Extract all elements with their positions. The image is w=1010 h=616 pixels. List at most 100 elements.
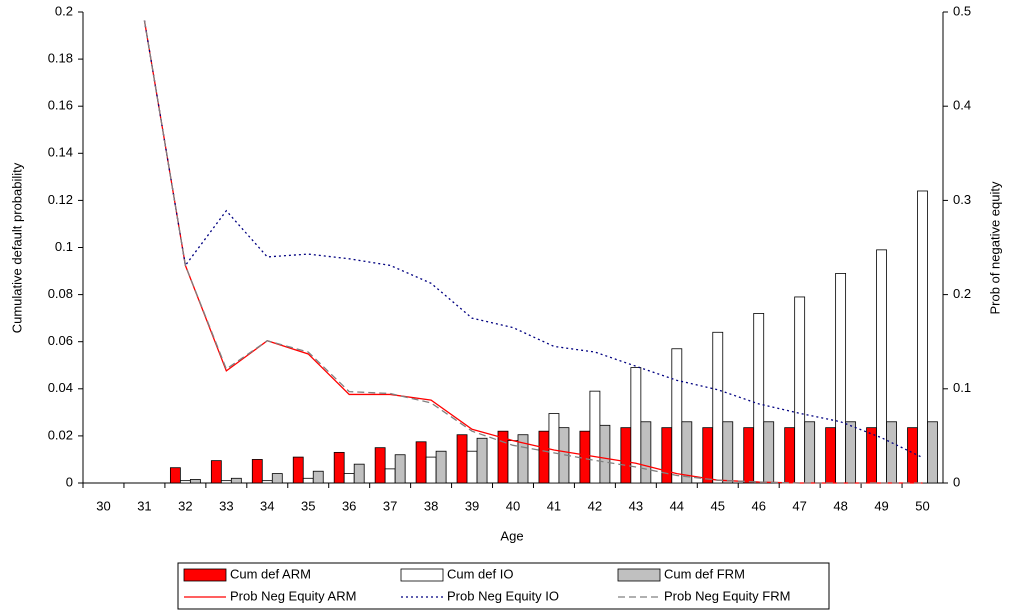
x-tick-label: 35 (301, 498, 315, 513)
bar (702, 427, 714, 484)
x-tick-label: 37 (383, 498, 397, 513)
bar (456, 434, 468, 484)
bar (435, 450, 447, 484)
bar (302, 477, 314, 484)
y-tick-label: 0.02 (48, 427, 73, 442)
x-tick-label: 49 (874, 498, 888, 513)
bar (425, 456, 437, 484)
bar (517, 434, 529, 484)
bar (548, 413, 560, 484)
bar (179, 480, 191, 484)
bar (825, 427, 837, 484)
y-tick-label: 0.16 (48, 98, 73, 113)
bar (466, 450, 478, 484)
bar (630, 367, 642, 484)
y-tick-label: 0.12 (48, 192, 73, 207)
x-tick-label: 30 (96, 498, 110, 513)
y2-tick-label: 0.1 (953, 380, 971, 395)
bar (599, 424, 611, 484)
x-tick-label: 36 (342, 498, 356, 513)
bar (210, 460, 222, 484)
bar (763, 421, 775, 484)
legend-swatch (183, 568, 227, 582)
bar (671, 348, 683, 484)
bar (886, 421, 897, 484)
bar (292, 456, 304, 484)
y2-tick-label: 0.2 (953, 286, 971, 301)
bar (784, 427, 796, 484)
bar (927, 421, 938, 484)
y-tick-label: 0.2 (55, 3, 73, 18)
bar (661, 427, 673, 484)
y-tick-label: 0.08 (48, 286, 73, 301)
bar (261, 480, 273, 484)
bar (538, 430, 550, 484)
x-tick-label: 46 (751, 498, 765, 513)
bar (620, 427, 632, 484)
bar (230, 477, 242, 484)
legend-swatch (617, 568, 661, 582)
bar (712, 331, 724, 484)
x-axis-title: Age (500, 528, 523, 543)
y2-tick-label: 0.5 (953, 3, 971, 18)
legend-label: Prob Neg Equity IO (447, 588, 559, 603)
x-tick-label: 50 (915, 498, 929, 513)
legend-label: Cum def FRM (664, 566, 745, 581)
bar (333, 451, 345, 484)
bar (794, 296, 806, 484)
legend-label: Cum def IO (447, 566, 513, 581)
x-tick-label: 48 (833, 498, 847, 513)
bar (640, 421, 652, 484)
y-axis-title: Cumulative default probability (9, 162, 24, 333)
bar (374, 447, 386, 484)
bar (343, 473, 355, 484)
bar (384, 468, 396, 484)
bar (845, 421, 857, 484)
bar (189, 479, 201, 484)
bar (220, 480, 232, 484)
x-tick-label: 39 (465, 498, 479, 513)
y2-axis-title: Prob of negative equity (987, 181, 1002, 314)
bar (907, 427, 918, 484)
y-tick-label: 0.14 (48, 145, 73, 160)
x-tick-label: 32 (178, 498, 192, 513)
line-series (143, 20, 923, 459)
bar (394, 454, 406, 484)
bar (589, 390, 601, 484)
bar (876, 249, 887, 484)
x-tick-label: 42 (588, 498, 602, 513)
x-tick-label: 31 (137, 498, 151, 513)
bar (271, 473, 283, 484)
legend-box (177, 562, 830, 610)
y-tick-label: 0.06 (48, 333, 73, 348)
bar (753, 313, 765, 484)
bar (804, 421, 816, 484)
bar (353, 463, 365, 484)
bar (743, 427, 755, 484)
bar (415, 441, 427, 484)
bar (251, 459, 263, 484)
bar (169, 467, 181, 484)
legend-label: Cum def ARM (230, 566, 311, 581)
legend-swatch (400, 568, 444, 582)
bar (579, 430, 591, 484)
bar (835, 273, 847, 484)
x-tick-label: 44 (670, 498, 684, 513)
x-tick-label: 38 (424, 498, 438, 513)
line-series (143, 20, 923, 484)
y-tick-label: 0.1 (55, 239, 73, 254)
bar (312, 470, 324, 484)
bar (917, 190, 928, 484)
y2-tick-label: 0 (953, 474, 960, 489)
x-tick-label: 34 (260, 498, 274, 513)
x-tick-label: 33 (219, 498, 233, 513)
bar (722, 421, 734, 484)
y-tick-label: 0.18 (48, 51, 73, 66)
y-tick-label: 0.04 (48, 380, 73, 395)
y-tick-label: 0 (66, 474, 73, 489)
x-tick-label: 47 (792, 498, 806, 513)
bar (681, 421, 693, 484)
x-tick-label: 43 (629, 498, 643, 513)
